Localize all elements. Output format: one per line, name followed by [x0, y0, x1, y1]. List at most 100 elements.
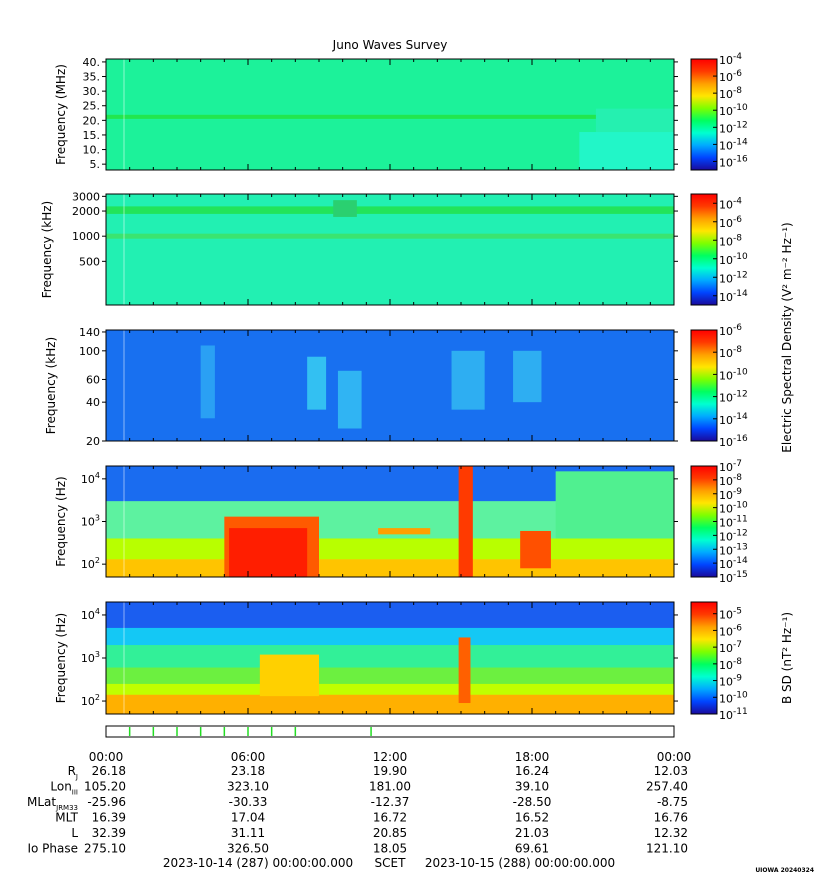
spectral-feature-2 [333, 200, 357, 217]
y-tick-label: 100 [79, 345, 100, 358]
ephemeris-value: 17.04 [231, 811, 265, 825]
y-tick-label: 35. [83, 71, 101, 84]
colorbar-tick-label: 10-14 [719, 412, 748, 427]
ephemeris-value: -28.50 [513, 795, 552, 809]
y-tick-label: 10. [83, 144, 101, 157]
colorbar-tick-label: 10-10 [719, 252, 748, 267]
panel-hfr-low: 500 1000 2000 3000 Frequency (kHz) 10-4 10-6 10… [40, 190, 794, 452]
colorbar-title: Electric Spectral Density (V² m⁻² Hz⁻¹) [780, 222, 794, 452]
ephemeris-value: 19.90 [373, 764, 407, 778]
colorbar-tick-label: 10-13 [719, 542, 748, 557]
time-label: 00:00 [89, 750, 124, 764]
colorbar-tick-label: 10-4 [719, 52, 742, 67]
ephemeris-value: 105.20 [84, 780, 126, 794]
colorbar-tick-label: 10-6 [719, 69, 742, 84]
time-label: 00:00 [657, 750, 692, 764]
ephemeris-value: 326.50 [227, 842, 269, 856]
spectral-feature-0 [106, 206, 674, 214]
colorbar-tick-label: 10-10 [719, 690, 748, 705]
colorbar-tick-label: 10-7 [719, 459, 742, 474]
ephemeris-value: 121.10 [646, 842, 688, 856]
ephemeris-value: -25.96 [87, 795, 126, 809]
ephemeris-value: 20.85 [373, 826, 407, 840]
y-tick-label: 1000 [72, 230, 100, 243]
ephemeris-value: 23.18 [231, 764, 265, 778]
colorbar [690, 58, 718, 171]
y-tick-label: 20. [83, 114, 101, 127]
ephemeris-value: 31.11 [231, 826, 265, 840]
colorbar-tick-label: 10-12 [719, 390, 748, 405]
time-label: 12:00 [373, 750, 408, 764]
ephemeris-value: 257.40 [646, 780, 688, 794]
panel-e-low: 102 103 104 Frequency (Hz) 10-710-810-910-10… [54, 459, 748, 585]
colorbar-tick-label: 10-8 [719, 86, 742, 101]
colorbar-tick-label: 10-8 [719, 473, 742, 488]
y-tick-label: 104 [81, 607, 100, 622]
spectral-feature-3 [451, 350, 485, 410]
ephemeris-value: 18.05 [373, 842, 407, 856]
colorbar-tick-label: 10-10 [719, 367, 748, 382]
ephemeris-value: -30.33 [229, 795, 268, 809]
y-tick-label: 3000 [72, 190, 100, 203]
ephemeris-row-label: L [71, 826, 78, 840]
spectral-feature-8 [555, 471, 674, 539]
time-label: 18:00 [515, 750, 550, 764]
ephemeris-value: 323.10 [227, 780, 269, 794]
ephemeris-value: 12.32 [654, 826, 688, 840]
colorbar-tick-label: 10-12 [719, 270, 748, 285]
colorbar-tick-label: 10-16 [719, 434, 748, 449]
colorbar-tick-label: 10-4 [719, 196, 742, 211]
spectral-feature-1 [106, 233, 674, 239]
ephemeris-row-label: MLatJRM33 [27, 795, 78, 812]
y-tick-label: 102 [81, 556, 100, 571]
spectral-feature-4 [513, 350, 542, 403]
ephemeris-value: 181.00 [369, 780, 411, 794]
ephemeris-value: 16.24 [515, 764, 549, 778]
ephemeris-table: 00:00 06:00 12:00 18:00 00:00 RJ 26.18 23.18 19.… [27, 750, 691, 856]
spectral-feature-2 [337, 370, 362, 429]
y-axis-label: Frequency (kHz) [40, 201, 54, 298]
spectrogram-background [106, 330, 674, 441]
y-tick-label: 30. [83, 85, 101, 98]
ephemeris-value: 21.03 [515, 826, 549, 840]
y-tick-label: 15. [83, 129, 101, 142]
y-axis-label: Frequency (MHz) [54, 64, 68, 165]
y-tick-label: 25. [83, 100, 101, 113]
ephemeris-value: 16.72 [373, 811, 407, 825]
figure-title: Juno Waves Survey [332, 38, 448, 52]
y-tick-label: 103 [81, 514, 100, 529]
colorbar-tick-label: 10-10 [719, 103, 748, 118]
colorbar-tick-label: 10-8 [719, 657, 742, 672]
y-tick-label: 500 [79, 255, 100, 268]
y-tick-label: 5. [90, 158, 101, 171]
colorbar-tick-label: 10-8 [719, 233, 742, 248]
colorbar-tick-label: 10-11 [719, 707, 748, 722]
colorbar-tick-label: 10-9 [719, 674, 742, 689]
colorbar-tick-label: 10-9 [719, 487, 742, 502]
ephemeris-value: 32.39 [92, 826, 126, 840]
ephemeris-value: 16.39 [92, 811, 126, 825]
ephemeris-value: -8.75 [657, 795, 688, 809]
colorbar-tick-label: 10-12 [719, 120, 748, 135]
ephemeris-value: 69.61 [515, 842, 549, 856]
ephemeris-value: 16.52 [515, 811, 549, 825]
colorbar-tick-label: 10-6 [719, 623, 742, 638]
colorbar-tick-label: 10-14 [719, 289, 748, 304]
y-axis-label: Frequency (kHz) [44, 337, 58, 434]
colorbar-tick-label: 10-12 [719, 528, 748, 543]
colorbar [690, 329, 718, 442]
colorbar [690, 465, 718, 578]
footer-stamp: UIOWA 20240324 [755, 867, 814, 874]
y-tick-label: 60 [86, 373, 100, 386]
time-label: 06:00 [231, 750, 266, 764]
y-tick-label: 140 [79, 326, 100, 339]
panel-lfr-high: 20 40 60 100 140 Frequency (kHz) 10-6 10-8 10-10… [44, 323, 748, 449]
colorbar-tick-label: 10-14 [719, 137, 748, 152]
spectral-feature-7 [520, 530, 551, 569]
footer-end-time: 2023-10-15 (288) 00:00:00.000 [425, 856, 615, 870]
colorbar-tick-label: 10-7 [719, 640, 742, 655]
spectral-feature-0 [106, 114, 674, 119]
spectral-feature-0 [200, 345, 215, 419]
panel-b-low: 102 103 104 Frequency (Hz) 10-510-6 10-7 10-8 1… [54, 601, 794, 722]
footer-scet-label: SCET [375, 856, 407, 870]
